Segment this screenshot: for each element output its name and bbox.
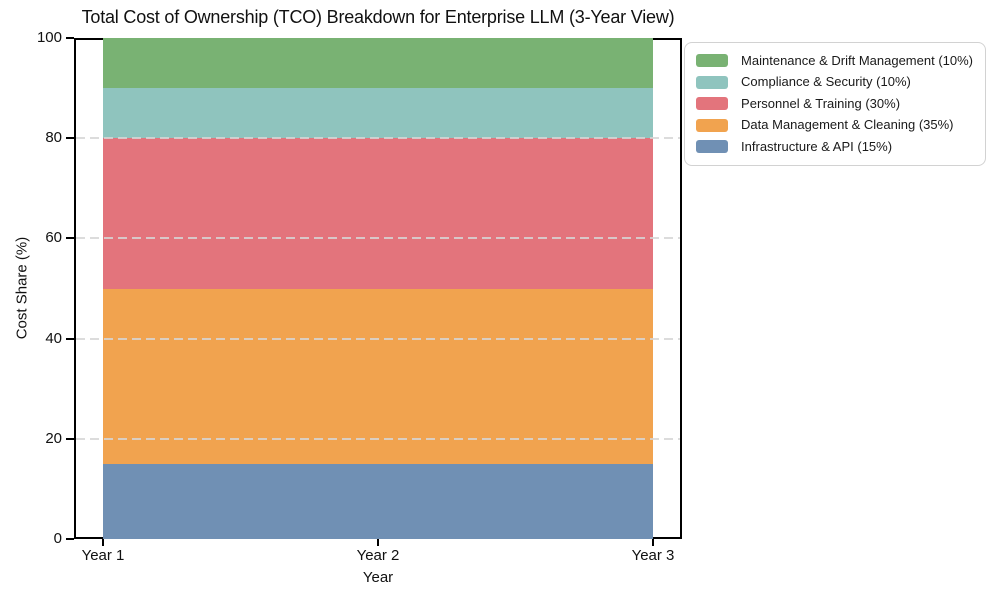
x-tick-mark <box>377 539 379 546</box>
legend: Maintenance & Drift Management (10%) Comp… <box>684 42 986 166</box>
legend-swatch <box>696 118 729 132</box>
y-tick-label: 100 <box>36 29 62 46</box>
y-tick-mark <box>66 437 74 440</box>
legend-row: Compliance & Security (10%) <box>696 72 973 94</box>
y-tick-mark <box>66 137 74 140</box>
legend-label: Data Management & Cleaning (35%) <box>741 117 954 133</box>
x-tick-mark <box>102 539 104 546</box>
y-tick-label: 40 <box>45 329 62 347</box>
area-band-series-1 <box>103 288 653 464</box>
y-tick-label: 0 <box>53 530 62 547</box>
legend-row: Personnel & Training (30%) <box>696 93 973 115</box>
legend-swatch <box>696 97 729 111</box>
legend-swatch <box>696 75 729 89</box>
area-band-series-4 <box>103 38 653 89</box>
plot-area <box>74 38 682 539</box>
y-tick-label: 80 <box>45 129 62 147</box>
x-axis-label: Year <box>362 569 394 586</box>
x-tick-label: Year 2 <box>356 547 400 564</box>
x-tick-mark <box>652 539 654 546</box>
y-tick-label: 20 <box>45 429 62 447</box>
area-band-series-2 <box>103 138 653 289</box>
x-tick-label: Year 3 <box>631 547 675 564</box>
x-tick-label: Year 1 <box>81 547 125 564</box>
legend-row: Maintenance & Drift Management (10%) <box>696 50 973 72</box>
legend-rows: Maintenance & Drift Management (10%) Comp… <box>696 50 973 158</box>
y-tick-mark <box>66 237 74 240</box>
legend-row: Data Management & Cleaning (35%) <box>696 115 973 137</box>
y-tick-mark <box>66 538 74 540</box>
legend-label: Maintenance & Drift Management (10%) <box>741 52 973 68</box>
y-tick-mark <box>66 37 74 39</box>
y-axis-label: Cost Share (%) <box>13 236 31 340</box>
legend-swatch <box>696 140 729 154</box>
area-band-series-0 <box>103 463 653 539</box>
legend-label: Infrastructure & API (15%) <box>741 138 893 154</box>
y-tick-label: 60 <box>45 229 62 247</box>
legend-label: Compliance & Security (10%) <box>741 74 911 90</box>
chart-title: Total Cost of Ownership (TCO) Breakdown … <box>81 7 675 27</box>
area-band-series-3 <box>103 88 653 139</box>
legend-label: Personnel & Training (30%) <box>741 95 901 111</box>
legend-swatch <box>696 54 729 68</box>
legend-row: Infrastructure & API (15%) <box>696 136 973 158</box>
stacked-areas <box>76 38 680 539</box>
y-tick-mark <box>66 337 74 340</box>
